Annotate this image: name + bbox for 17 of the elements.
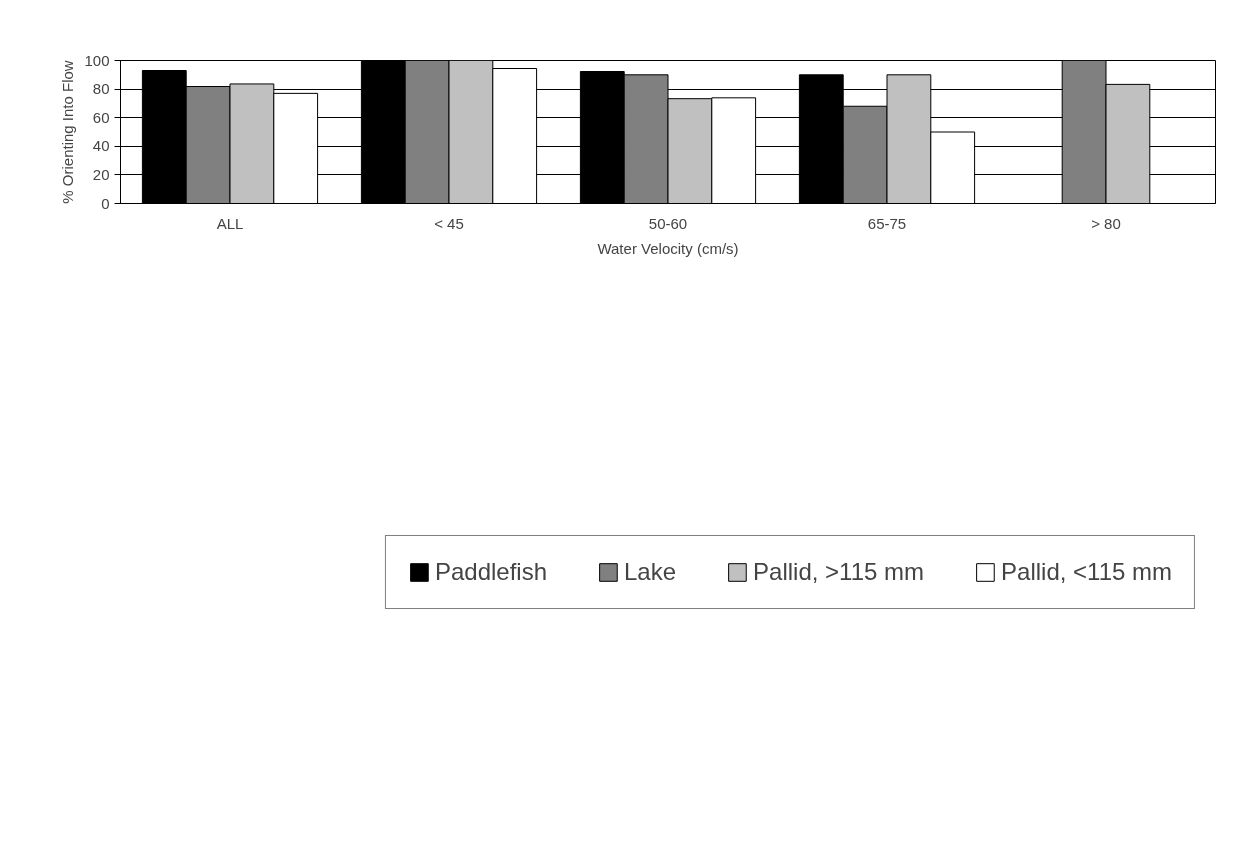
y-axis-title: % Orienting Into Flow: [59, 60, 77, 204]
y-tick-label: 80: [92, 80, 110, 98]
legend-label: Lake: [624, 558, 677, 586]
y-tick-label: 20: [92, 165, 110, 183]
x-axis-title: Water Velocity (cm/s): [597, 239, 739, 257]
x-tick-label: > 80: [1091, 214, 1121, 232]
y-tick-label: 40: [92, 137, 110, 155]
x-tick-label: 65-75: [867, 214, 907, 232]
x-tick-label: < 45: [434, 214, 464, 232]
legend-label: Pallid, <115 mm: [1001, 558, 1172, 586]
y-tick-label: 0: [101, 194, 110, 212]
legend-label: Pallid, >115 mm: [753, 558, 925, 586]
y-tick-label: 60: [92, 108, 110, 126]
y-tick-label: 100: [84, 51, 110, 69]
x-tick-label: 50-60: [648, 214, 688, 232]
legend-label: Paddlefish: [434, 558, 548, 586]
x-tick-label: ALL: [216, 214, 244, 232]
